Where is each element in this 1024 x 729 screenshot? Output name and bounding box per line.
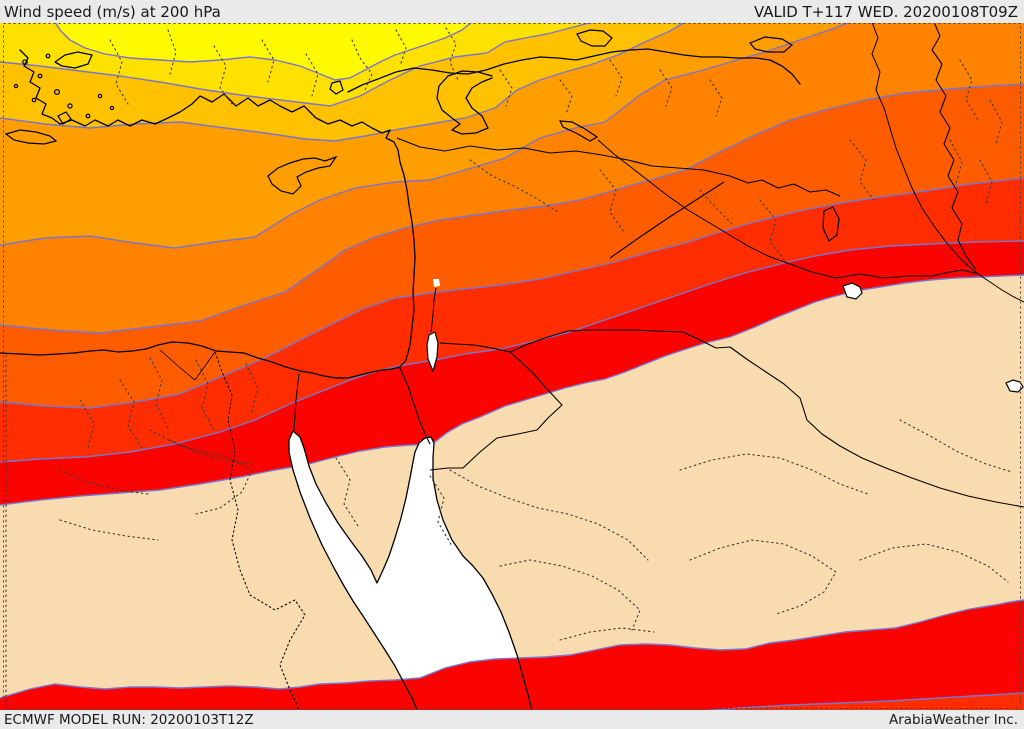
marsh-lake xyxy=(1006,380,1023,392)
aegean-island xyxy=(85,113,91,119)
cyprus-island xyxy=(267,155,338,195)
euphrates-river xyxy=(597,139,1024,303)
marsh-lake-outline xyxy=(1005,379,1024,393)
lake-van xyxy=(749,36,794,53)
map-frame xyxy=(3,23,1021,709)
map-title: Wind speed (m/s) at 200 hPa xyxy=(4,2,221,21)
aegean-island xyxy=(97,93,103,99)
iraq-saudi-border xyxy=(682,331,1024,508)
crete-island xyxy=(4,129,58,145)
wind-band-red-orange-south xyxy=(702,693,1024,711)
aegean-island xyxy=(67,103,73,109)
lake-beysehir xyxy=(329,80,344,95)
syria-iraq-border xyxy=(609,181,725,259)
rivers xyxy=(159,22,1024,711)
coastlines xyxy=(0,48,801,711)
tigris-river xyxy=(871,22,979,275)
lake-razzaza xyxy=(843,283,862,299)
aegean-island xyxy=(31,97,37,103)
jordan-saudi-border xyxy=(429,329,684,471)
lakes xyxy=(329,29,1024,393)
contour-lines xyxy=(0,22,1024,506)
iraq-iran-border xyxy=(931,22,977,271)
aegean-island xyxy=(37,73,43,79)
footer-bar: ECMWF MODEL RUN: 20200103T12Z ArabiaWeat… xyxy=(0,710,1024,729)
jordan-river xyxy=(430,287,437,333)
sea-of-galilee xyxy=(433,279,440,287)
aegean-gulf-coast xyxy=(54,51,93,69)
rhodes-island xyxy=(57,111,72,125)
wind-band-bright-yellow xyxy=(55,22,472,80)
suez-canal xyxy=(293,373,300,431)
nile-river xyxy=(214,351,306,711)
model-run-label: ECMWF MODEL RUN: 20200103T12Z xyxy=(4,711,254,728)
marmara-coastline xyxy=(436,70,493,135)
turkey-syria-border xyxy=(396,137,841,197)
country-borders xyxy=(396,22,1024,508)
lake-razzaza-outline xyxy=(842,282,863,300)
islands xyxy=(4,53,338,195)
valid-time-label: VALID T+117 WED. 20200108T09Z xyxy=(753,2,1018,21)
mediterranean-coastline xyxy=(0,49,416,379)
aegean-island xyxy=(109,105,115,111)
nile-delta-branch xyxy=(159,349,216,381)
lake-tharthar xyxy=(822,206,840,242)
lake-tuz xyxy=(576,29,613,47)
aegean-island xyxy=(53,88,60,95)
aegean-island xyxy=(22,59,28,65)
admin-borders-dotted xyxy=(5,27,1013,711)
aegean-island xyxy=(13,83,19,89)
credit-label: ArabiaWeather Inc. xyxy=(888,711,1018,728)
dead-sea-outline xyxy=(426,331,439,373)
wind-band-red-south xyxy=(0,600,1024,711)
header-bar: Wind speed (m/s) at 200 hPa VALID T+117 … xyxy=(0,0,1024,23)
black-sea-coastline xyxy=(347,48,801,93)
egypt-israel-border xyxy=(399,367,431,445)
red-sea xyxy=(289,431,533,711)
contour-lines-south xyxy=(0,599,1024,711)
lake-assad xyxy=(558,120,599,142)
syria-jordan-border xyxy=(439,342,511,353)
aegean-island xyxy=(45,53,51,59)
red-sea-coastline xyxy=(288,430,533,711)
